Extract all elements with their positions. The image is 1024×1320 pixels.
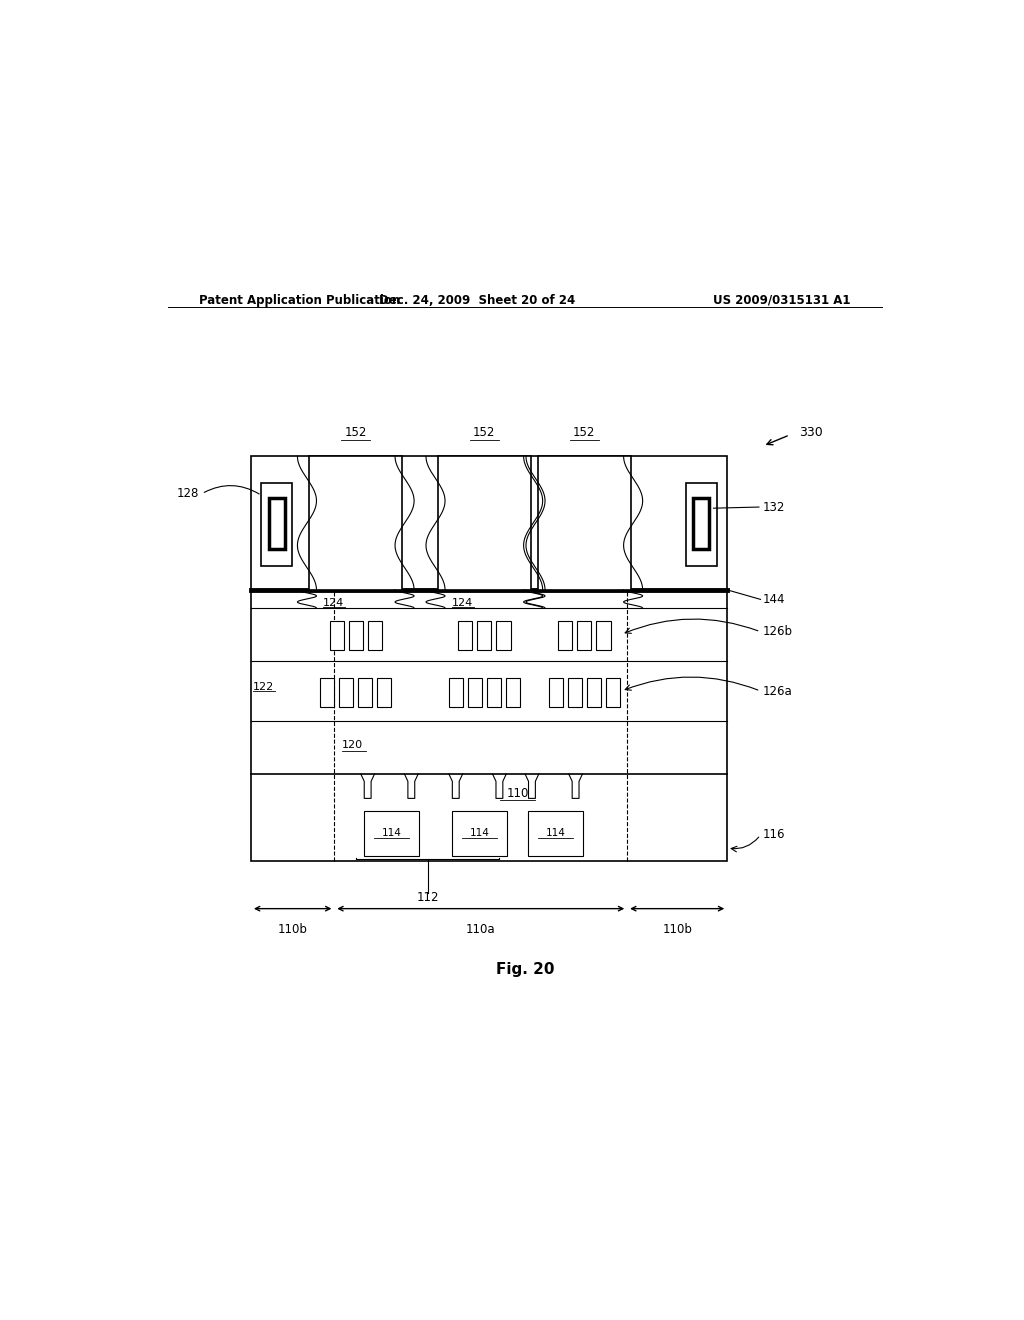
Bar <box>321 678 335 708</box>
Text: 152: 152 <box>473 426 496 438</box>
Bar <box>596 620 610 651</box>
Text: 152: 152 <box>344 426 367 438</box>
Text: 114: 114 <box>546 828 565 838</box>
Text: US 2009/0315131 A1: US 2009/0315131 A1 <box>713 294 850 306</box>
Bar <box>538 457 631 590</box>
Text: 132: 132 <box>763 500 785 513</box>
Bar <box>486 678 501 708</box>
Bar <box>348 620 362 651</box>
Bar <box>686 483 717 566</box>
Text: 128: 128 <box>177 487 200 500</box>
Text: 110b: 110b <box>278 923 307 936</box>
Bar <box>558 620 572 651</box>
Text: 112: 112 <box>417 891 439 904</box>
Bar <box>528 810 583 855</box>
Bar <box>309 457 402 590</box>
Bar <box>449 678 463 708</box>
Text: 126a: 126a <box>763 685 793 697</box>
Bar <box>251 457 727 861</box>
Text: 110b: 110b <box>663 923 692 936</box>
Text: Dec. 24, 2009  Sheet 20 of 24: Dec. 24, 2009 Sheet 20 of 24 <box>379 294 575 306</box>
Text: 152: 152 <box>573 426 596 438</box>
Text: 330: 330 <box>799 426 822 440</box>
Text: 110: 110 <box>507 787 528 800</box>
Text: 144: 144 <box>763 593 785 606</box>
Text: Fig. 20: Fig. 20 <box>496 962 554 977</box>
Bar <box>269 498 285 549</box>
Text: 126b: 126b <box>763 626 793 639</box>
Bar <box>606 678 620 708</box>
Bar <box>458 620 472 651</box>
Bar <box>506 678 520 708</box>
Text: 122: 122 <box>253 682 273 692</box>
Bar <box>587 678 601 708</box>
Bar <box>693 498 710 549</box>
Bar <box>468 678 482 708</box>
Bar <box>358 678 373 708</box>
Bar <box>453 810 507 855</box>
Bar <box>368 620 382 651</box>
Bar <box>477 620 492 651</box>
Text: 116: 116 <box>763 829 785 841</box>
Text: Patent Application Publication: Patent Application Publication <box>200 294 400 306</box>
Bar <box>330 620 344 651</box>
Bar <box>261 483 293 566</box>
Bar <box>497 620 511 651</box>
Text: 120: 120 <box>342 741 364 750</box>
Bar <box>549 678 563 708</box>
Bar <box>567 678 582 708</box>
Text: 114: 114 <box>382 828 401 838</box>
Text: 124: 124 <box>324 598 344 607</box>
Bar <box>339 678 353 708</box>
Text: 124: 124 <box>452 598 473 607</box>
Bar <box>377 678 391 708</box>
Bar <box>578 620 592 651</box>
Text: 110a: 110a <box>466 923 496 936</box>
Bar <box>438 457 530 590</box>
Text: 114: 114 <box>470 828 489 838</box>
Bar <box>365 810 419 855</box>
